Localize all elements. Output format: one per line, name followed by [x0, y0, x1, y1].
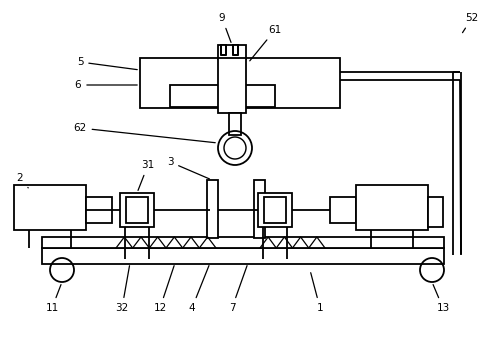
Text: 7: 7	[229, 266, 247, 313]
Text: 2: 2	[17, 173, 28, 188]
Text: 11: 11	[45, 285, 61, 313]
Bar	[428, 197, 443, 227]
Bar	[229, 113, 241, 135]
Bar	[254, 180, 265, 238]
Text: 62: 62	[74, 123, 215, 143]
Bar	[258, 193, 292, 227]
Bar	[221, 45, 226, 55]
Bar	[140, 58, 340, 108]
Bar	[14, 185, 86, 230]
Bar	[42, 248, 444, 264]
Text: 9: 9	[219, 13, 231, 42]
Text: 12: 12	[153, 266, 174, 313]
Text: 6: 6	[75, 80, 137, 90]
Bar	[207, 180, 218, 238]
Bar	[86, 197, 112, 223]
Text: 61: 61	[250, 25, 282, 61]
Text: 4: 4	[189, 266, 209, 313]
Bar	[356, 185, 428, 230]
Text: 52: 52	[462, 13, 479, 33]
Bar	[233, 45, 238, 55]
Bar	[120, 193, 154, 227]
Bar	[330, 197, 356, 223]
Text: 5: 5	[77, 57, 137, 69]
Bar	[218, 45, 246, 59]
Text: 32: 32	[116, 266, 129, 313]
Text: 1: 1	[311, 273, 323, 313]
Text: 13: 13	[433, 285, 450, 313]
Text: 31: 31	[138, 160, 155, 190]
Text: 3: 3	[166, 157, 209, 179]
Bar	[126, 197, 148, 223]
Bar	[264, 197, 286, 223]
Bar	[218, 58, 246, 113]
Bar	[42, 237, 444, 248]
Bar	[170, 85, 275, 107]
